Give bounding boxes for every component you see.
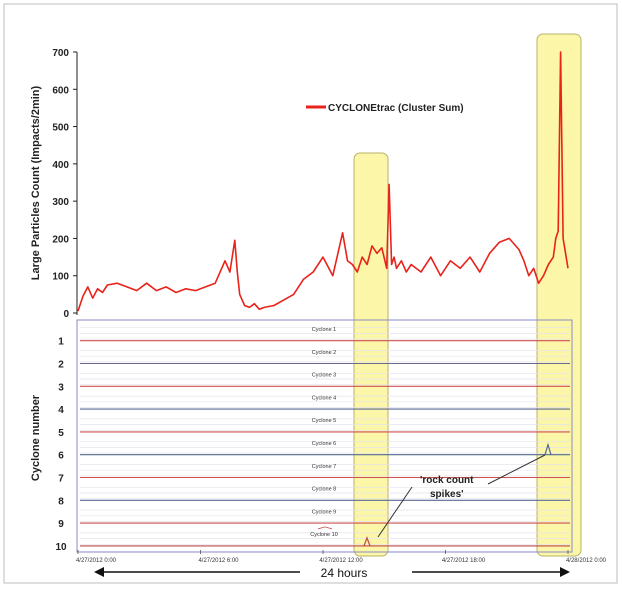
- cyclone-row-title-6: Cyclone 6: [312, 441, 336, 447]
- cyclone-x-tick-label: 4/27/2012 6:00: [198, 558, 239, 564]
- cyclone-number-label-4: 4: [58, 405, 64, 416]
- cyclone-row-title-1: Cyclone 1: [312, 327, 336, 333]
- cyclone-row-title-10: Cyclone 10: [310, 532, 338, 538]
- figure-border: [3, 3, 618, 584]
- top-y-tick-label: 600: [52, 85, 69, 96]
- cyclone-x-ticks: 4/27/2012 0:00 4/27/2012 6:00 4/27/2012 12…: [76, 550, 607, 564]
- cyclone-x-tick-label: 4/27/2012 0:00: [76, 558, 117, 564]
- annotation-arrow-left: [377, 486, 413, 538]
- cyclone-number-label-6: 6: [58, 451, 64, 462]
- arrowhead-left-icon: [94, 567, 104, 577]
- top-y-axis-label: Large Particles Count (Impacts/2min): [30, 85, 42, 280]
- rock-count-annotation-line1: 'rock count: [420, 475, 474, 486]
- cyclone-number-label-3: 3: [58, 382, 64, 393]
- top-y-tick-label: 200: [52, 234, 69, 245]
- cyclone-panel: [76, 319, 573, 553]
- cyclone-number-label-10: 10: [55, 542, 67, 553]
- cyclone-rows: Cyclone 1 1 Cyclone 2 2 Cyclone 3 3 Cyclone 4 4…: [55, 327, 570, 553]
- top-y-tick-label: 100: [52, 272, 69, 283]
- highlight-box-midnight: [536, 33, 582, 557]
- cyclone-x-tick-label: 4/27/2012 12:00: [319, 558, 363, 564]
- cyclone-row-title-2: Cyclone 2: [312, 350, 336, 356]
- annotation-arrow-right: [487, 454, 546, 485]
- top-y-tick-label: 400: [52, 160, 69, 171]
- top-y-tick-label: 0: [63, 309, 69, 320]
- cyclone-x-tick-label: 4/27/2012 18:00: [442, 558, 486, 564]
- cyclone-number-label-9: 9: [58, 519, 64, 530]
- top-y-tick-label: 700: [52, 48, 69, 59]
- cyclone-row-title-3: Cyclone 3: [312, 373, 336, 379]
- cyclone-row-title-4: Cyclone 4: [312, 395, 336, 401]
- cyclone-row-title-9: Cyclone 9: [312, 509, 336, 515]
- cyclone-9-blip: [317, 526, 333, 530]
- cyclone-row-title-7: Cyclone 7: [312, 464, 336, 470]
- rock-count-annotation-line2: spikes': [430, 489, 464, 500]
- series-cyclonetrac-line: [77, 51, 569, 312]
- cyclone-10-spike: [363, 536, 371, 547]
- cyclone-number-label-2: 2: [58, 359, 64, 370]
- cyclone-number-label-7: 7: [58, 473, 64, 484]
- cyclone-6-spike: [544, 442, 552, 455]
- top-y-tick-label: 500: [52, 123, 69, 134]
- cyclone-number-label-1: 1: [58, 337, 64, 348]
- cyclone-row-title-5: Cyclone 5: [312, 418, 336, 424]
- top-y-tick-label: 300: [52, 197, 69, 208]
- legend-label: CYCLONEtrac (Cluster Sum): [328, 103, 464, 114]
- duration-label: 24 hours: [321, 566, 368, 580]
- cyclone-number-label-5: 5: [58, 428, 64, 439]
- arrowhead-right-icon: [560, 567, 570, 577]
- top-y-ticks: 0 100 200 300 400 500 600 700: [52, 48, 77, 320]
- cyclone-number-label-8: 8: [58, 496, 64, 507]
- highlight-box-noon: [353, 152, 389, 557]
- cyclone-row-title-8: Cyclone 8: [312, 487, 336, 493]
- cyclone-y-axis-label: Cyclone number: [30, 394, 42, 481]
- cyclone-x-tick-label: 4/28/2012 0:00: [566, 558, 607, 564]
